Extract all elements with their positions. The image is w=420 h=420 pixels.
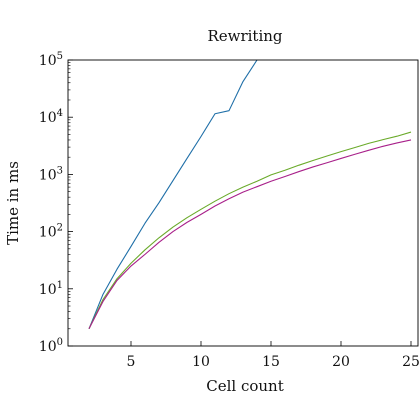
series-layer [88, 60, 412, 330]
y-tick-label: 100 [39, 337, 63, 355]
series-line-3 [88, 139, 412, 330]
series-line-1 [88, 60, 258, 329]
plot-frame [67, 59, 419, 347]
x-tick-label: 15 [262, 354, 280, 370]
y-tick-label: 102 [39, 223, 63, 241]
x-tick-label: 10 [192, 354, 210, 370]
x-tick-label: 20 [332, 354, 350, 370]
x-tick-label: 25 [402, 354, 420, 370]
y-tick-label: 104 [39, 108, 63, 126]
series-line-2 [88, 131, 412, 330]
x-axis-label: Cell count [206, 377, 284, 395]
chart-title: Rewriting [207, 27, 282, 45]
x-axis-ticks: 5 10 15 20 25 [127, 341, 420, 370]
y-tick-label: 101 [39, 280, 63, 298]
y-axis-label: Time in ms [4, 161, 22, 245]
y-tick-label: 103 [39, 165, 63, 183]
y-tick-label: 105 [39, 51, 63, 69]
y-axis-minor-ticks [68, 62, 71, 330]
x-tick-label: 5 [127, 354, 136, 370]
y-axis-ticks: 100 101 102 103 104 105 [39, 51, 73, 355]
